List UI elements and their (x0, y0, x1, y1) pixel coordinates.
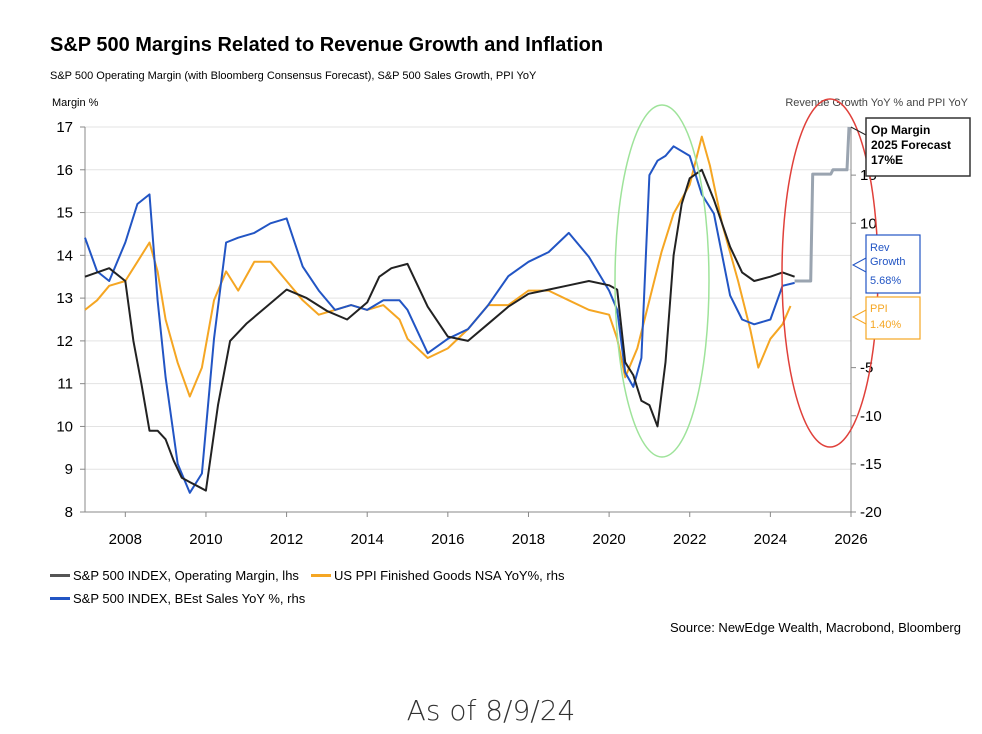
legend-label-sales: S&P 500 INDEX, BEst Sales YoY %, rhs (73, 591, 306, 606)
x-tick-label: 2024 (754, 531, 787, 548)
legend-swatch-ppi (310, 574, 331, 577)
source-note: Source: NewEdge Wealth, Macrobond, Bloom… (670, 620, 961, 635)
y-left-tick-label: 14 (56, 247, 73, 264)
y-left-tick-label: 8 (65, 504, 73, 521)
x-tick-label: 2022 (673, 531, 706, 548)
x-tick-label: 2008 (109, 531, 142, 548)
y-left-tick-label: 11 (57, 376, 73, 393)
x-tick-label: 2012 (270, 531, 303, 548)
y-right-tick-label: 10 (860, 215, 877, 232)
series-line-ppi (84, 135, 792, 398)
as-of-date: As of 8/9/24 (406, 694, 576, 727)
y-right-tick-label: -20 (860, 504, 882, 521)
y-left-tick-label: 17 (56, 119, 73, 136)
x-tick-label: 2014 (351, 531, 384, 548)
legend-label-ppi: US PPI Finished Goods NSA YoY%, rhs (333, 568, 565, 583)
chart-area: 8 9 10 11 12 13 14 15 16 17 2008 2010 2012 2014 2016 20… (52, 97, 971, 548)
y-left-tick-label: 10 (56, 418, 73, 435)
y-left-tick-label: 12 (56, 333, 73, 350)
legend-item-margin: S&P 500 INDEX, Operating Margin, lhs US … (50, 568, 564, 583)
highlight-ellipse-red (781, 98, 879, 448)
chart-title: S&P 500 Margins Related to Revenue Growt… (50, 34, 604, 56)
rev-growth-line-3: 5.68% (870, 275, 901, 287)
series-line-sales (84, 145, 795, 494)
rev-growth-callout: Rev Growth 5.68% (851, 234, 921, 294)
y-axis-left-label: Margin % (52, 97, 99, 109)
x-tick-label: 2010 (189, 531, 222, 548)
ppi-line-1: PPI (870, 303, 888, 315)
ppi-line-2: 1.40% (870, 319, 901, 331)
y-left-tick-label: 9 (65, 461, 73, 478)
y-right-tick-label: -15 (860, 456, 882, 473)
rev-growth-line-1: Rev (870, 242, 890, 254)
chart-subtitle: S&P 500 Operating Margin (with Bloomberg… (50, 70, 537, 82)
y-left-tick-label: 13 (56, 290, 73, 307)
y-axis-right-label: Revenue Growth YoY % and PPI YoY (785, 97, 968, 109)
legend-swatch-margin (50, 574, 70, 577)
x-tick-label: 2016 (431, 531, 464, 548)
legend-label-margin: S&P 500 INDEX, Operating Margin, lhs (73, 568, 299, 583)
y-left-tick-label: 16 (56, 162, 73, 179)
x-tick-label: 2018 (512, 531, 545, 548)
series-line-margin (84, 168, 795, 492)
op-margin-line-2: 2025 Forecast (871, 138, 951, 152)
op-margin-callout: Op Margin 2025 Forecast 17%E (850, 117, 971, 177)
highlight-ellipse-green (614, 104, 710, 458)
y-right-tick-label: -10 (860, 408, 882, 425)
op-margin-line-3: 17%E (871, 153, 903, 167)
op-margin-line-1: Op Margin (871, 123, 930, 137)
series-line-forecast (794, 126, 851, 283)
legend-swatch-sales (50, 597, 70, 600)
ppi-callout: PPI 1.40% (851, 296, 921, 340)
y-left-tick-label: 15 (56, 205, 73, 222)
x-tick-label: 2020 (592, 531, 625, 548)
rev-growth-line-2: Growth (870, 256, 905, 268)
x-tick-label: 2026 (834, 531, 867, 548)
legend-item-sales: S&P 500 INDEX, BEst Sales YoY %, rhs (50, 591, 305, 606)
